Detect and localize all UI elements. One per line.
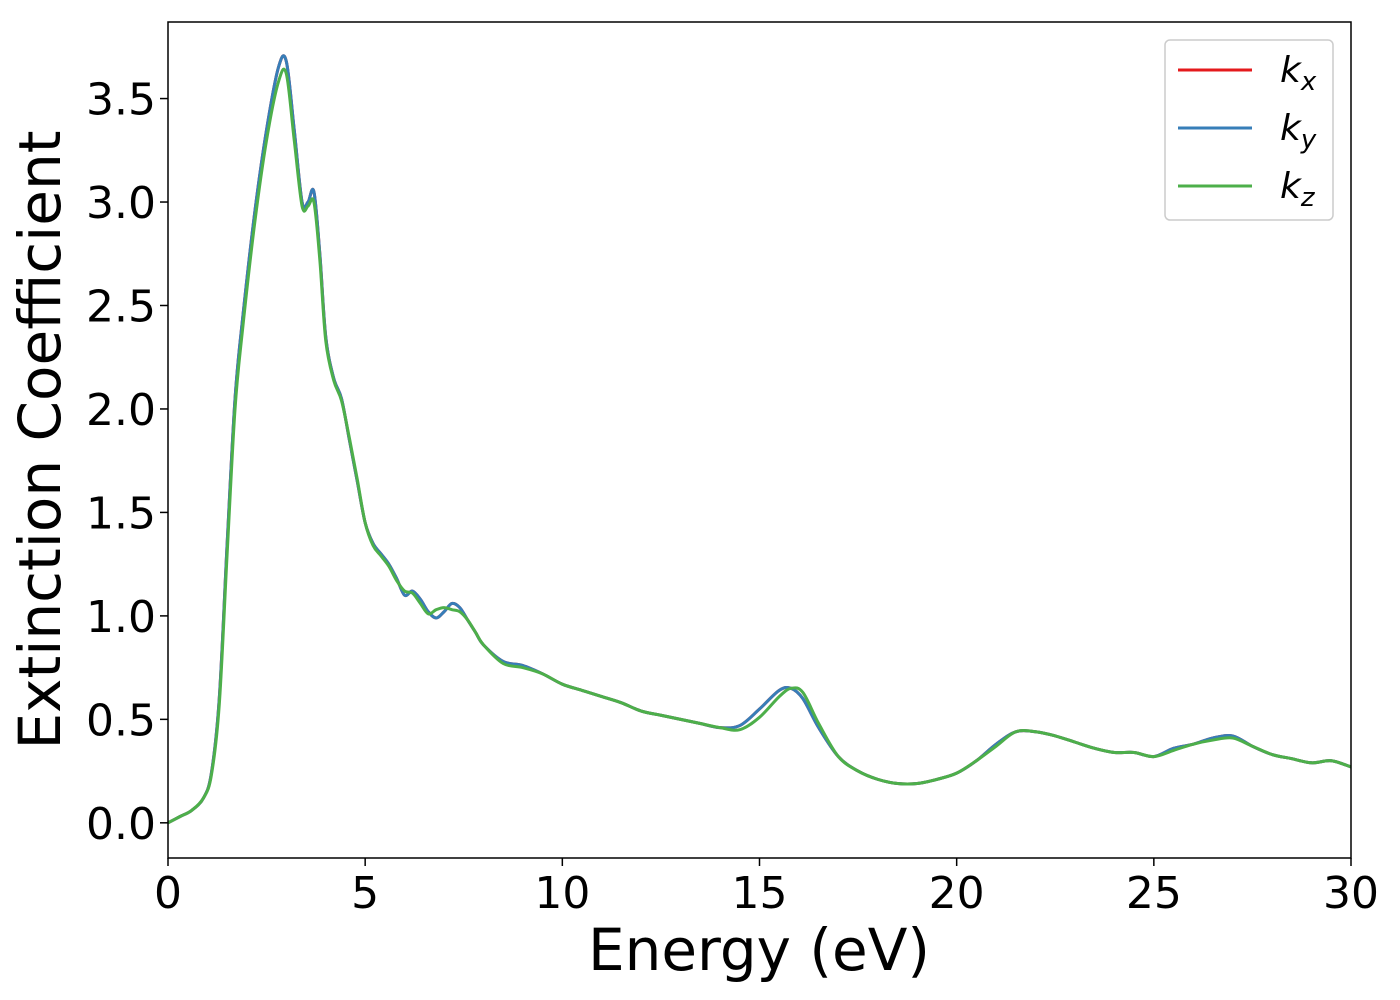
y-tick-label: 2.5	[86, 281, 156, 332]
x-axis-label: Energy (eV)	[588, 916, 930, 984]
legend: kx ky kz	[1164, 39, 1334, 221]
x-tick-label: 0	[154, 868, 182, 919]
legend-label-ky: ky	[1280, 108, 1317, 155]
y-tick-label: 1.0	[86, 592, 156, 643]
x-tick-label: 20	[929, 868, 985, 919]
y-tick-label: 3.5	[86, 75, 156, 126]
x-tick-label: 25	[1126, 868, 1182, 919]
plot-frame	[167, 21, 1352, 859]
legend-box	[1164, 39, 1334, 221]
y-tick-label: 0.0	[86, 799, 156, 850]
y-tick-label: 2.0	[86, 385, 156, 436]
x-tick-label: 10	[534, 868, 590, 919]
tick-layer: 0 5 10 15 20 25 30 0.0 0.5 1.0 1.5 2.0 2.5 3.0 3.5	[86, 75, 1379, 919]
legend-label-kz: kz	[1280, 166, 1316, 213]
x-tick-label: 30	[1323, 868, 1379, 919]
x-tick-label: 5	[351, 868, 379, 919]
series-line-kz	[167, 67, 1352, 825]
legend-label-kx: kx	[1280, 50, 1317, 97]
y-tick-label: 3.0	[86, 178, 156, 229]
y-tick-label: 1.5	[86, 488, 156, 539]
y-tick-label: 0.5	[86, 695, 156, 746]
x-tick-label: 15	[732, 868, 788, 919]
legend-items: kx ky kz	[1178, 50, 1317, 213]
series-layer	[167, 54, 1352, 825]
y-axis-label: Extinction Coefficient	[6, 131, 74, 750]
